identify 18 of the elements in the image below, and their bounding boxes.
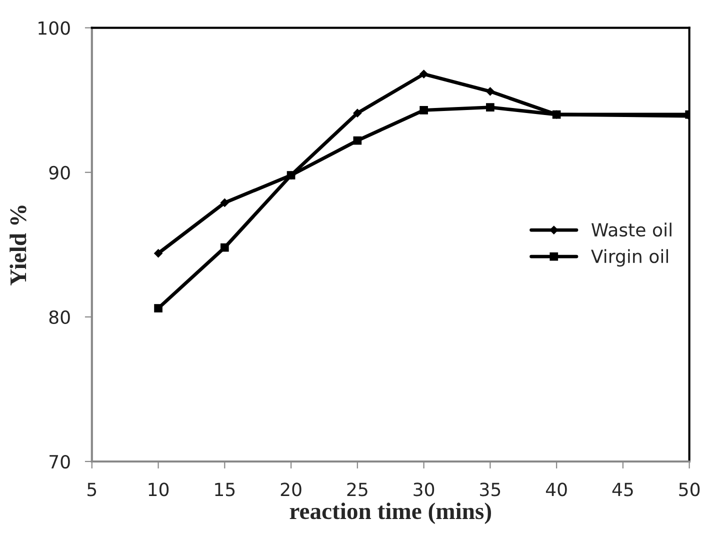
x-tick-label: 30: [414, 482, 434, 496]
legend-label: Waste oil: [592, 222, 672, 237]
x-axis-title: reaction time (mins): [290, 502, 491, 524]
y-tick-label: 90: [49, 166, 70, 180]
x-tick-label: 10: [148, 482, 169, 496]
y-tick-label: 100: [38, 21, 70, 35]
x-tick-label: 50: [679, 482, 700, 496]
x-tick-label: 35: [480, 482, 500, 496]
y-tick-label: 70: [50, 454, 70, 469]
x-tick-label: 5: [88, 482, 96, 496]
x-tick-label: 45: [612, 482, 633, 496]
x-tick-label: 20: [280, 482, 302, 496]
legend-label: Virgin oil: [591, 249, 668, 267]
x-tick-label: 40: [546, 482, 567, 496]
y-tick-label: 80: [49, 310, 70, 324]
x-tick-label: 25: [347, 482, 368, 496]
y-axis-title: Yield %: [10, 206, 26, 286]
x-tick-label: 15: [215, 482, 235, 496]
